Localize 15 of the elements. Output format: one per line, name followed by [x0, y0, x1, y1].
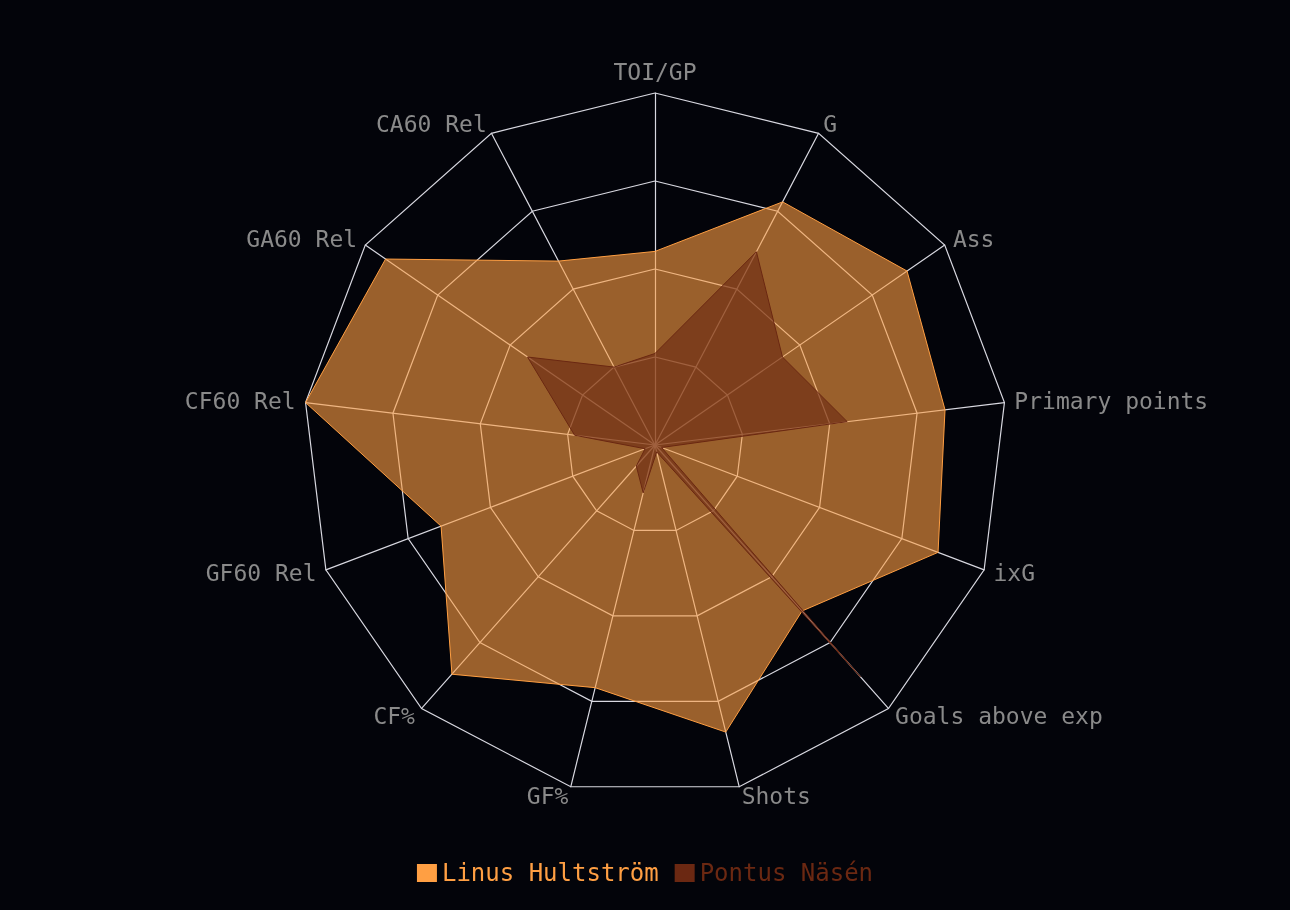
legend-label: Pontus Näsén — [699, 859, 874, 887]
spoke-label: Ass — [952, 226, 995, 253]
spoke-label: G — [823, 111, 838, 138]
spoke-label: CF% — [373, 702, 416, 729]
legend-label: Linus Hultström — [441, 859, 659, 887]
spoke-label: TOI/GP — [613, 58, 697, 85]
spoke-label: GF% — [526, 783, 569, 810]
spoke-label: Shots — [741, 783, 811, 810]
spoke-label: ixG — [993, 560, 1036, 587]
spoke-label: GF60 Rel — [205, 560, 317, 587]
spoke-label: CF60 Rel — [184, 388, 296, 415]
spoke-label: GA60 Rel — [246, 226, 358, 253]
spoke-label: Primary points — [1014, 388, 1209, 415]
spoke-label: CA60 Rel — [375, 111, 487, 138]
spoke-label: Goals above exp — [895, 702, 1103, 729]
